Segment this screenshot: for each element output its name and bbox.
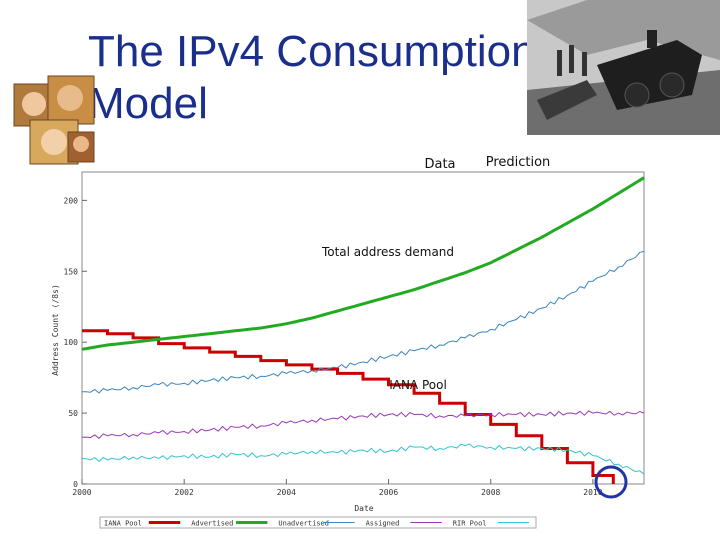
legend-label: Assigned bbox=[366, 520, 400, 528]
x-tick-label: 2004 bbox=[277, 488, 296, 497]
annotation-prediction: Prediction bbox=[486, 155, 551, 170]
annotation-data: Data bbox=[424, 157, 455, 172]
annotation-total-demand: Total address demand bbox=[321, 245, 454, 259]
x-tick-label: 2006 bbox=[379, 488, 398, 497]
x-axis-label: Date bbox=[354, 504, 373, 513]
legend-label: Advertised bbox=[191, 520, 233, 528]
legend-box bbox=[99, 516, 537, 529]
chart-tick-labels: 2000 2002 2004 2006 2008 2010 0 50 100 150 200 bbox=[64, 196, 603, 497]
x-tick-label: 2010 bbox=[583, 488, 602, 497]
slide-title: The IPv4 Consumption Model bbox=[88, 27, 536, 128]
y-tick-label: 50 bbox=[68, 409, 78, 418]
series-line-advertised bbox=[81, 176, 645, 351]
x-tick-label: 2008 bbox=[481, 488, 500, 497]
series-line-rir-pool bbox=[81, 443, 645, 475]
series-line-iana-pool bbox=[82, 329, 615, 484]
series-line-assigned bbox=[81, 410, 645, 440]
x-tick-label: 2002 bbox=[175, 488, 194, 497]
exhaustion-highlight-circle bbox=[594, 465, 628, 499]
y-tick-label: 0 bbox=[73, 480, 78, 489]
chart-series-lines bbox=[81, 176, 645, 484]
train-wreck-photo bbox=[527, 0, 720, 135]
chart-axes bbox=[81, 171, 645, 485]
y-tick-label: 150 bbox=[64, 267, 79, 276]
y-axis-label: Address Count (/8s) bbox=[51, 284, 60, 376]
series-line-unadvertised bbox=[81, 250, 645, 394]
chart-legend: IANA Pool Advertised Unadvertised Assigned R… bbox=[99, 516, 537, 529]
y-tick-label: 100 bbox=[64, 338, 79, 347]
plot-frame bbox=[81, 171, 645, 485]
y-tick-label: 200 bbox=[64, 196, 79, 205]
x-tick-label: 2000 bbox=[72, 488, 91, 497]
annotation-iana-pool: IANA Pool bbox=[389, 378, 447, 392]
portraits-collage-image bbox=[13, 75, 95, 165]
legend-label: Unadvertised bbox=[278, 520, 329, 528]
legend-label: RIR Pool bbox=[453, 520, 487, 528]
legend-label: IANA Pool bbox=[104, 520, 142, 528]
